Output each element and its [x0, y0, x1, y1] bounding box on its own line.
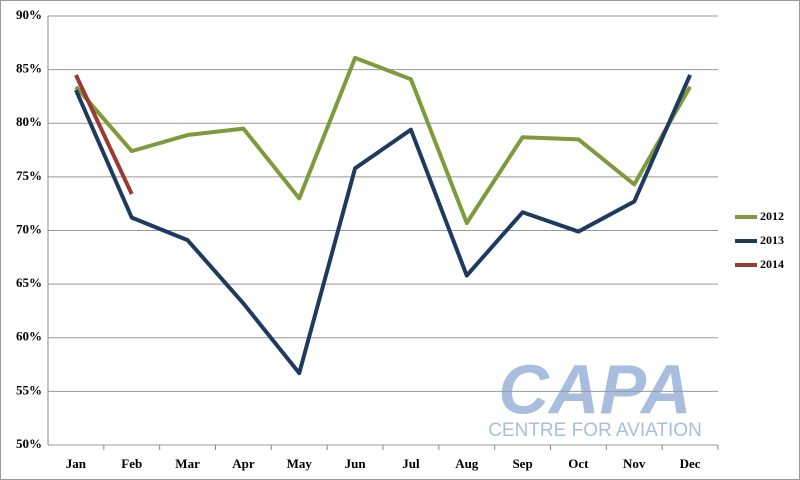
y-tick-label: 85% [16, 61, 42, 76]
y-tick-label: 90% [16, 7, 42, 22]
series-line [74, 74, 134, 195]
y-tick-label: 70% [16, 221, 42, 236]
x-tick-label: Jan [66, 456, 87, 471]
x-tick-label: Mar [175, 456, 200, 471]
x-tick-label: May [287, 456, 313, 471]
x-tick-label: Nov [623, 456, 646, 471]
watermark-title: CAPA [498, 350, 691, 428]
x-tick-label: Jun [345, 456, 367, 471]
y-tick-label: 80% [16, 114, 42, 129]
x-tick-label: Oct [568, 456, 589, 471]
series-line [74, 55, 692, 225]
legend-label: 2012 [760, 209, 784, 223]
x-tick-label: Apr [232, 456, 255, 471]
legend-label: 2013 [760, 233, 784, 247]
legend-label: 2014 [760, 257, 784, 271]
y-tick-label: 50% [16, 436, 42, 451]
x-tick-label: Feb [121, 456, 142, 471]
y-tick-label: 65% [16, 275, 42, 290]
x-tick-label: Dec [680, 456, 701, 471]
y-tick-label: 75% [16, 168, 42, 183]
x-tick-label: Jul [402, 456, 420, 471]
x-tick-label: Sep [512, 456, 532, 471]
series-line [74, 74, 692, 376]
y-tick-label: 60% [16, 329, 42, 344]
x-tick-label: Aug [455, 456, 479, 471]
y-tick-label: 55% [16, 382, 42, 397]
watermark-subtitle: CENTRE FOR AVIATION [488, 420, 702, 441]
